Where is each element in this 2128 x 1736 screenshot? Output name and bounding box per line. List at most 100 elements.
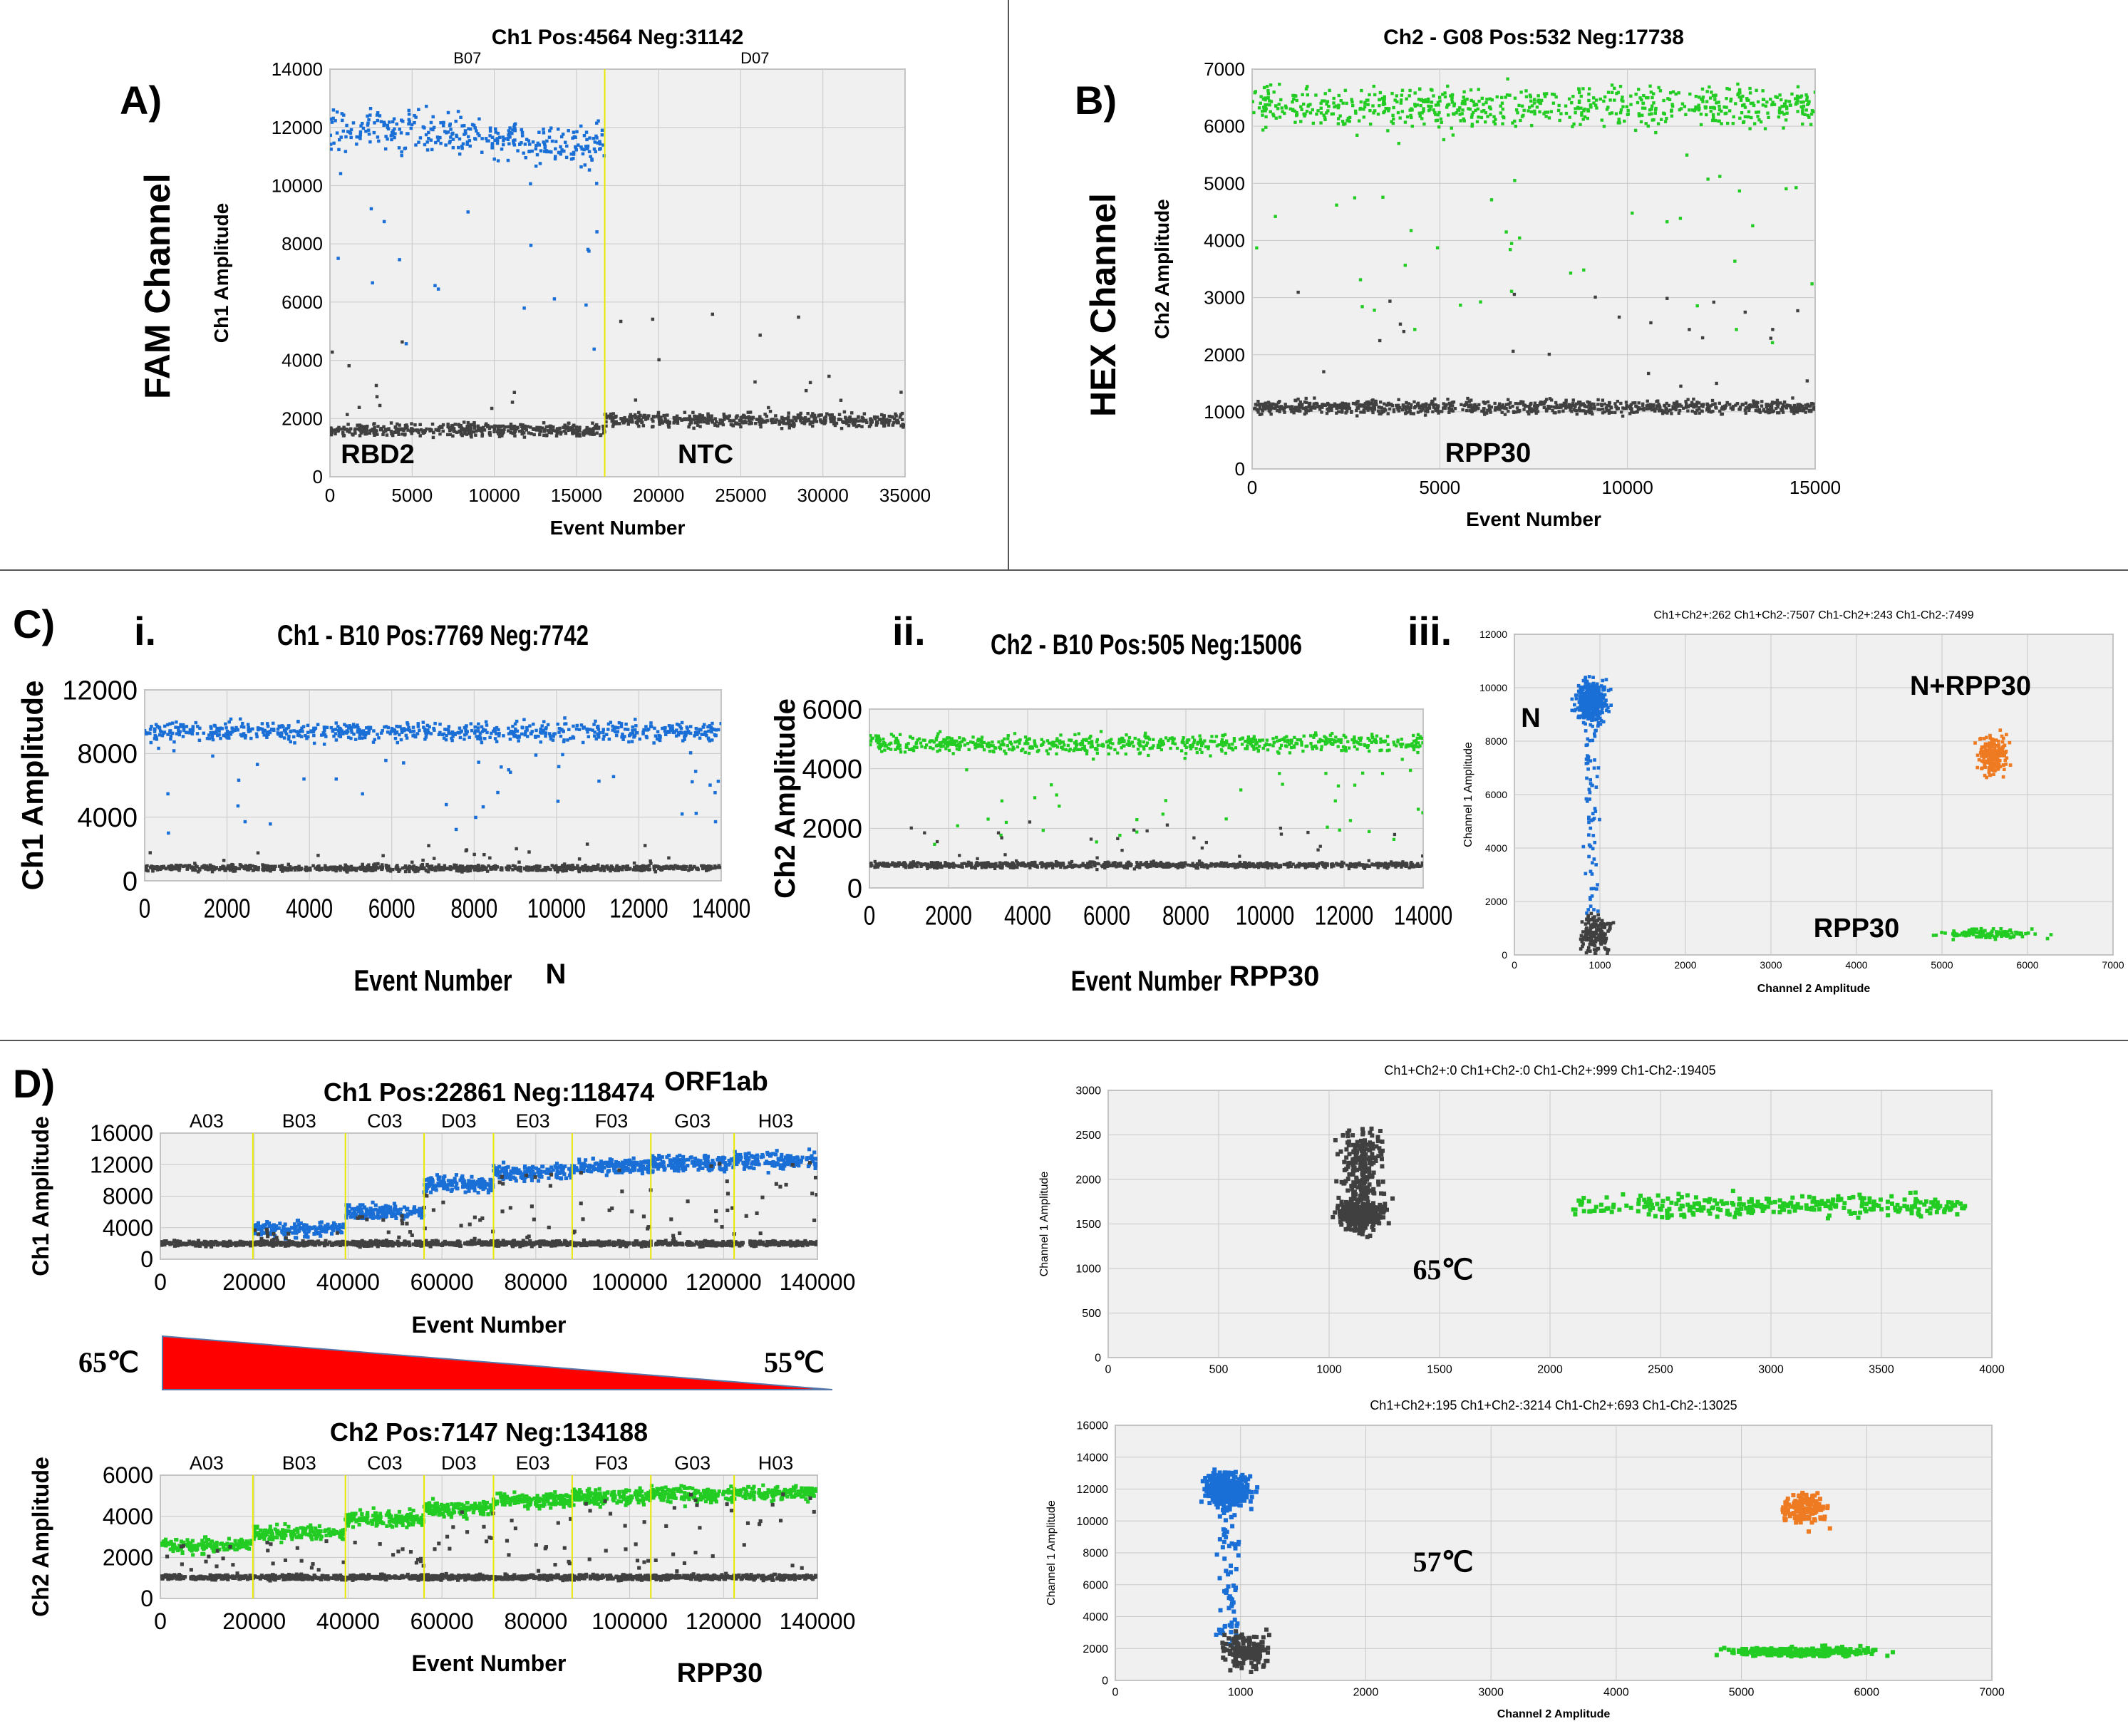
- positive-droplet: [338, 728, 341, 733]
- negative-droplet: [604, 865, 607, 869]
- positive-droplet: [389, 134, 393, 138]
- negative-droplet: [1534, 411, 1538, 415]
- positive-droplet: [416, 725, 420, 728]
- negative-droplet: [237, 867, 242, 871]
- positive-droplet: [1365, 98, 1369, 102]
- positive-droplet: [364, 129, 368, 133]
- y-tick-label: 8000: [282, 233, 323, 254]
- negative-droplet: [1533, 401, 1537, 405]
- negative-droplet: [732, 419, 736, 423]
- positive-droplet: [348, 130, 351, 134]
- negative-droplet: [1599, 403, 1603, 406]
- rain-droplet: [166, 792, 170, 796]
- negative-droplet: [466, 869, 470, 873]
- positive-droplet: [1314, 733, 1318, 737]
- negative-droplet: [243, 865, 247, 869]
- positive-droplet: [1796, 110, 1799, 113]
- positive-droplet: [1293, 120, 1297, 124]
- positive-droplet: [1424, 98, 1427, 102]
- negative-droplet: [468, 869, 472, 873]
- positive-droplet: [1648, 108, 1652, 112]
- positive-droplet: [594, 150, 597, 154]
- x-tick-label: 8000: [1162, 901, 1209, 931]
- positive-droplet: [1522, 108, 1526, 113]
- rain-droplet: [1594, 295, 1597, 299]
- rain-droplet: [694, 812, 698, 815]
- positive-droplet: [1378, 104, 1381, 108]
- positive-droplet: [398, 733, 401, 737]
- positive-droplet: [1192, 740, 1196, 745]
- rain-droplet: [1435, 246, 1440, 249]
- negative-droplet: [177, 869, 181, 872]
- rain-droplet: [1479, 300, 1482, 304]
- positive-droplet: [1643, 106, 1647, 110]
- positive-droplet: [358, 736, 361, 740]
- positive-droplet: [1399, 101, 1403, 105]
- negative-droplet: [638, 418, 642, 422]
- negative-droplet: [1746, 405, 1750, 408]
- negative-droplet: [1577, 406, 1581, 410]
- negative-droplet: [550, 864, 554, 867]
- positive-droplet: [342, 113, 346, 117]
- rain-droplet: [357, 405, 361, 409]
- positive-droplet: [1337, 104, 1341, 108]
- negative-droplet: [1355, 414, 1359, 418]
- rain-droplet: [1679, 384, 1683, 388]
- negative-droplet: [472, 420, 476, 425]
- positive-droplet: [1207, 745, 1210, 749]
- positive-droplet: [1732, 115, 1735, 119]
- negative-droplet: [759, 422, 763, 425]
- rain-droplet: [808, 381, 812, 385]
- positive-droplet: [1204, 745, 1208, 749]
- rain-droplet: [361, 792, 364, 796]
- rain-droplet: [577, 857, 582, 861]
- positive-droplet: [1711, 105, 1715, 110]
- positive-droplet: [512, 730, 517, 734]
- positive-droplet: [177, 725, 180, 730]
- negative-droplet: [687, 869, 691, 872]
- negative-droplet: [1670, 412, 1673, 415]
- rain-droplet: [1547, 352, 1551, 356]
- negative-droplet: [1383, 402, 1386, 405]
- positive-droplet: [480, 725, 484, 729]
- negative-droplet: [574, 431, 578, 435]
- negative-droplet: [626, 419, 631, 423]
- negative-droplet: [1497, 402, 1502, 405]
- positive-droplet: [334, 738, 339, 742]
- positive-droplet: [1327, 105, 1331, 108]
- negative-droplet: [853, 422, 857, 426]
- negative-droplet: [705, 418, 708, 421]
- negative-droplet: [1503, 413, 1507, 416]
- rain-droplet: [506, 158, 510, 162]
- negative-droplet: [1700, 409, 1704, 413]
- negative-droplet: [1559, 404, 1563, 408]
- positive-droplet: [693, 730, 698, 735]
- negative-droplet: [504, 425, 507, 429]
- positive-droplet: [411, 725, 415, 729]
- positive-droplet: [673, 730, 677, 733]
- negative-droplet: [145, 867, 148, 872]
- negative-droplet: [1437, 411, 1440, 415]
- positive-droplet: [153, 727, 157, 731]
- positive-droplet: [458, 152, 462, 156]
- negative-droplet: [450, 426, 455, 430]
- negative-droplet: [232, 869, 235, 873]
- negative-droplet: [1757, 408, 1762, 412]
- negative-droplet: [1789, 408, 1794, 412]
- positive-droplet: [1705, 90, 1709, 93]
- negative-droplet: [386, 428, 391, 432]
- positive-droplet: [227, 732, 230, 735]
- negative-droplet: [373, 422, 376, 425]
- negative-droplet: [1797, 407, 1801, 410]
- positive-droplet: [468, 735, 471, 739]
- positive-droplet: [1618, 85, 1623, 88]
- positive-droplet: [1513, 96, 1517, 100]
- negative-droplet: [698, 417, 702, 421]
- negative-droplet: [500, 429, 504, 433]
- positive-droplet: [170, 731, 175, 735]
- positive-droplet: [330, 148, 333, 151]
- positive-droplet: [388, 120, 391, 124]
- positive-droplet: [1492, 115, 1496, 118]
- positive-droplet: [396, 725, 401, 729]
- positive-droplet: [997, 740, 1001, 744]
